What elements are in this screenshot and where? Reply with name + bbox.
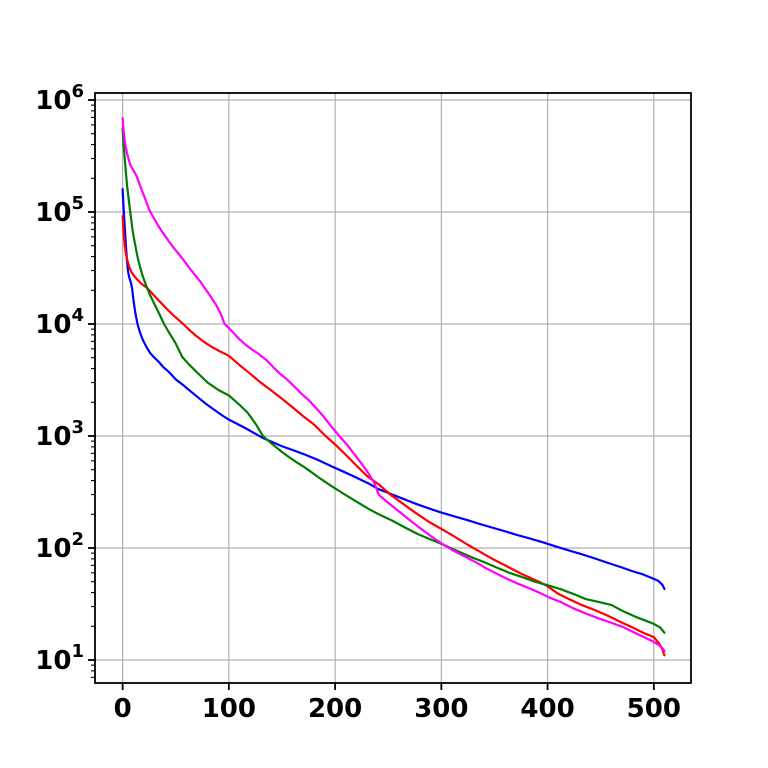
y-tick-label: 106 xyxy=(35,81,84,116)
series-magenta-line xyxy=(121,116,666,653)
y-tick-label: 101 xyxy=(35,641,84,676)
y-tick-label: 104 xyxy=(35,305,84,340)
y-tick-label: 102 xyxy=(35,529,84,564)
series-red-line xyxy=(121,214,666,657)
plot-border xyxy=(94,92,692,684)
x-tick-label: 300 xyxy=(414,694,468,724)
series-blue-line xyxy=(121,188,666,591)
y-tick-label: 103 xyxy=(35,417,84,452)
x-tick-label: 200 xyxy=(308,694,362,724)
y-tick-label: 105 xyxy=(35,193,84,228)
series-green-line xyxy=(121,127,666,634)
x-tick-label: 0 xyxy=(114,694,132,724)
x-tick-label: 400 xyxy=(520,694,574,724)
x-tick-label: 100 xyxy=(202,694,256,724)
x-tick-label: 500 xyxy=(627,694,681,724)
